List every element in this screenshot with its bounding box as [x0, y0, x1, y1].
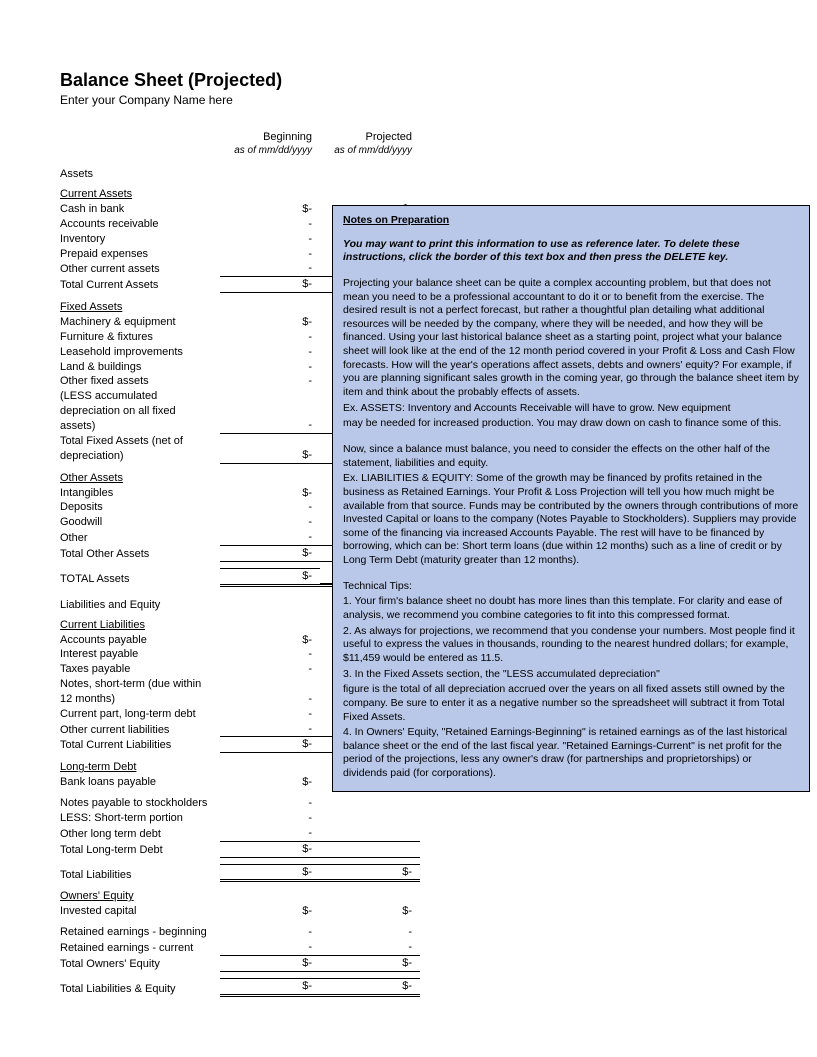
row-notes-stockholders: Notes payable to stockholders-: [60, 796, 757, 811]
row-invested-capital: Invested capital$-$-: [60, 904, 757, 919]
row-total-liabilities: Total Liabilities$-$-: [60, 864, 757, 883]
row-retained-beginning: Retained earnings - beginning--: [60, 925, 757, 940]
assets-section-label: Assets: [60, 168, 757, 180]
notes-tip1: 1. Your firm's balance sheet no doubt ha…: [343, 595, 799, 622]
row-less-shortterm: LESS: Short-term portion-: [60, 811, 757, 826]
owners-equity-header: Owners' Equity: [60, 890, 757, 902]
col-beginning-label: Beginning: [220, 131, 312, 143]
row-total-longterm-debt: Total Long-term Debt$-: [60, 842, 757, 858]
notes-tip4: 4. In Owners' Equity, "Retained Earnings…: [343, 726, 799, 781]
notes-para1c: may be needed for increased production. …: [343, 417, 799, 431]
notes-tip3a: 3. In the Fixed Assets section, the "LES…: [343, 668, 799, 682]
notes-para2b: Ex. LIABILITIES & EQUITY: Some of the gr…: [343, 472, 799, 567]
col-beginning-sub: as of mm/dd/yyyy: [220, 145, 320, 156]
balance-sheet: Beginning Projected as of mm/dd/yyyy as …: [60, 131, 757, 997]
notes-box[interactable]: Notes on Preparation You may want to pri…: [332, 205, 810, 792]
col-projected-sub: as of mm/dd/yyyy: [320, 145, 420, 156]
notes-title: Notes on Preparation: [343, 214, 799, 228]
row-retained-current: Retained earnings - current--: [60, 940, 757, 956]
current-assets-header: Current Assets: [60, 188, 757, 200]
col-projected-label: Projected: [320, 131, 412, 143]
notes-tip3b: figure is the total of all depreciation …: [343, 683, 799, 724]
notes-lead: You may want to print this information t…: [343, 238, 799, 265]
notes-para2: Now, since a balance must balance, you n…: [343, 443, 799, 470]
notes-tips-title: Technical Tips:: [343, 580, 799, 594]
notes-para1: Projecting your balance sheet can be qui…: [343, 277, 799, 400]
notes-para1b: Ex. ASSETS: Inventory and Accounts Recei…: [343, 402, 799, 416]
page-title: Balance Sheet (Projected): [60, 70, 757, 91]
row-total-owners-equity: Total Owners' Equity$-$-: [60, 956, 757, 972]
row-other-longterm: Other long term debt-: [60, 826, 757, 842]
notes-tip2: 2. As always for projections, we recomme…: [343, 625, 799, 666]
row-total-liab-equity: Total Liabilities & Equity$-$-: [60, 978, 757, 997]
company-name-placeholder[interactable]: Enter your Company Name here: [60, 93, 757, 107]
